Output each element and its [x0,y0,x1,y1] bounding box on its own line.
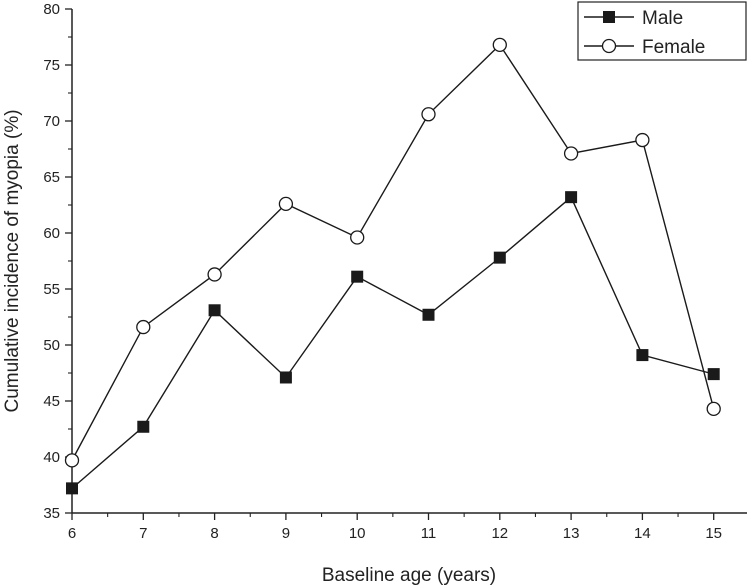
legend: Male Female [577,1,747,61]
male-point [493,251,506,264]
female-point [421,107,436,122]
female-point [635,132,650,148]
y-tick-label: 70 [43,113,60,130]
male-point [565,191,578,204]
y-tick-label: 65 [43,169,60,186]
female-point [278,196,294,212]
female-point [207,267,222,282]
series-female [64,37,721,468]
x-tick-label: 10 [349,525,366,542]
y-tick-label: 35 [43,505,60,522]
male-point [707,368,720,381]
legend-circle-marker [601,38,617,54]
female-point [706,401,721,416]
male-point [422,308,435,321]
y-tick-label: 50 [43,337,60,354]
male-point [137,420,150,433]
male-point [66,482,78,495]
male-point [279,371,292,384]
x-tick-label: 15 [705,525,722,542]
x-axis-label: Baseline age (years) [322,565,496,586]
female-point [563,146,579,161]
legend-item-female: Female [584,37,705,58]
male-point [208,304,221,317]
y-axis-label: Cumulative incidence of myopia (%) [2,109,23,412]
x-tick-label: 12 [491,525,508,542]
female-point [136,319,151,335]
x-tick-label: 11 [421,525,437,542]
male-line [71,196,714,489]
x-axis-ticks: 6 7 8 9 10 11 12 13 14 15 [68,513,722,542]
legend-item-male: Male [584,8,683,29]
x-tick-label: 8 [210,525,218,542]
y-tick-label: 45 [43,393,60,410]
y-tick-label: 40 [43,449,60,466]
x-tick-label: 9 [282,525,290,542]
x-tick-label: 6 [68,525,76,542]
male-point [636,349,649,362]
x-tick-label: 14 [634,525,651,542]
female-point [350,230,365,245]
legend-label: Female [642,37,705,58]
female-point [492,37,507,52]
series-layer [64,37,721,495]
y-tick-label: 55 [43,281,60,298]
x-tick-label: 7 [139,525,147,542]
female-line [71,43,715,461]
female-point [64,453,80,468]
axes [71,9,747,514]
series-male [66,191,720,495]
y-tick-label: 60 [43,225,60,242]
y-tick-label: 80 [43,1,60,18]
y-axis-ticks: 35 40 45 50 55 60 65 70 75 80 [43,1,72,522]
y-tick-label: 75 [43,57,60,74]
x-tick-label: 13 [563,525,580,542]
legend-label: Male [642,8,683,29]
male-point [351,270,364,283]
legend-square-marker [603,11,615,23]
